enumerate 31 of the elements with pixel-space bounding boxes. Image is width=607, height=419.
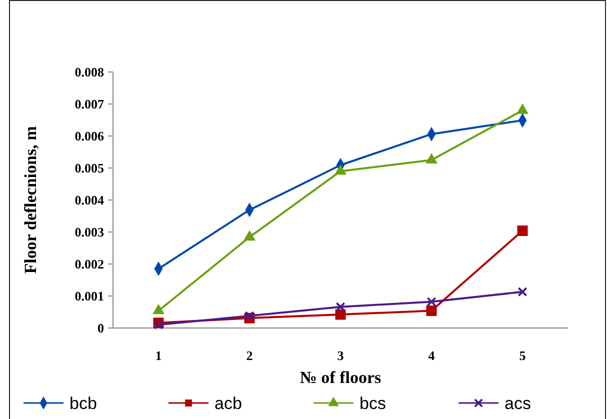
point: [334, 164, 346, 175]
point: [426, 154, 438, 164]
y-tick-label: 0.007: [74, 96, 104, 112]
point: [244, 311, 254, 321]
point: [244, 230, 256, 241]
x-tick-label: 1: [155, 348, 162, 363]
x-tick-label: 3: [337, 348, 344, 363]
point: [336, 302, 346, 312]
y-tick-label: 0.006: [74, 128, 104, 144]
legend-label: acs: [504, 394, 531, 413]
y-tick-label: 0.002: [74, 256, 104, 272]
y-tick-label: 0.005: [74, 160, 104, 176]
point: [516, 104, 528, 114]
point: [152, 304, 164, 314]
point: [426, 305, 437, 316]
y-tick-label: 0.003: [74, 224, 104, 240]
y-tick-label: 0.008: [74, 64, 104, 80]
y-tick-label: 0.001: [74, 288, 104, 304]
y-tick-label: 0.004: [74, 192, 104, 208]
point: [517, 225, 528, 236]
x-tick-label: 2: [246, 348, 253, 363]
point: [426, 296, 436, 307]
legend-label: bcb: [70, 394, 97, 413]
y-axis-title: Floor deflecnions, m: [21, 126, 40, 274]
x-tick-label: 5: [519, 348, 526, 363]
legend-label: acb: [214, 394, 242, 413]
x-tick-label: 4: [428, 348, 436, 363]
point: [518, 287, 528, 297]
y-tick-label: 0: [98, 320, 104, 336]
x-axis-title: № of floors: [300, 368, 382, 387]
legend-label: bcs: [360, 394, 386, 413]
